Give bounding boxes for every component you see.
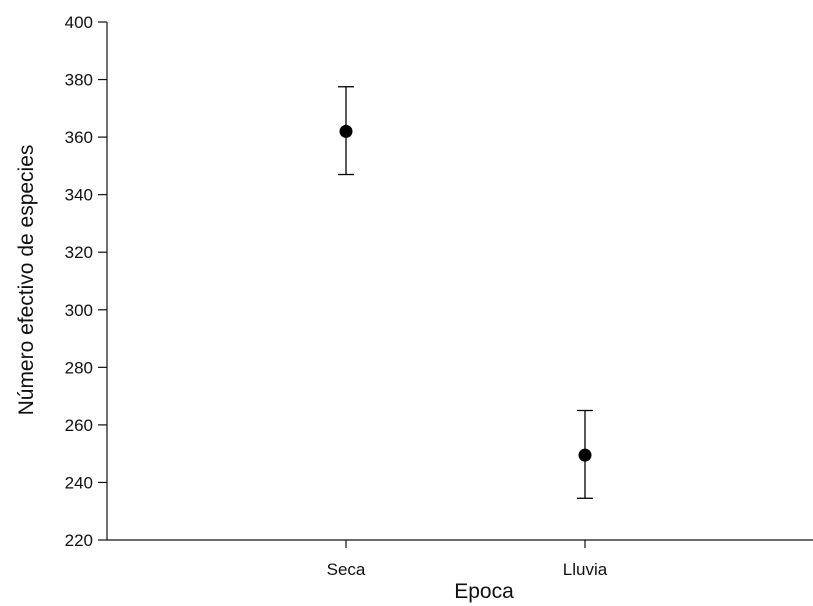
y-axis: 220 240 260 280 300 320 340 360 380 400 bbox=[65, 13, 108, 550]
data-series bbox=[338, 86, 593, 499]
y-tick-label: 240 bbox=[65, 473, 93, 492]
x-tick-label: Lluvia bbox=[563, 560, 608, 579]
y-tick-label: 340 bbox=[65, 186, 93, 205]
y-tick-label: 400 bbox=[65, 13, 93, 32]
y-tick-label: 360 bbox=[65, 128, 93, 147]
data-point bbox=[339, 124, 353, 138]
y-tick-label: 320 bbox=[65, 243, 93, 262]
y-tick-label: 280 bbox=[65, 358, 93, 377]
y-tick-label: 260 bbox=[65, 416, 93, 435]
y-tick-label: 220 bbox=[65, 531, 93, 550]
y-tick-label: 300 bbox=[65, 301, 93, 320]
x-tick-label: Seca bbox=[327, 560, 366, 579]
x-axis-title: Epoca bbox=[454, 580, 514, 603]
y-tick-label: 380 bbox=[65, 71, 93, 90]
y-axis-title: Número efectivo de especies bbox=[15, 145, 38, 416]
x-axis: Seca Lluvia bbox=[107, 539, 813, 579]
data-point bbox=[578, 448, 592, 462]
